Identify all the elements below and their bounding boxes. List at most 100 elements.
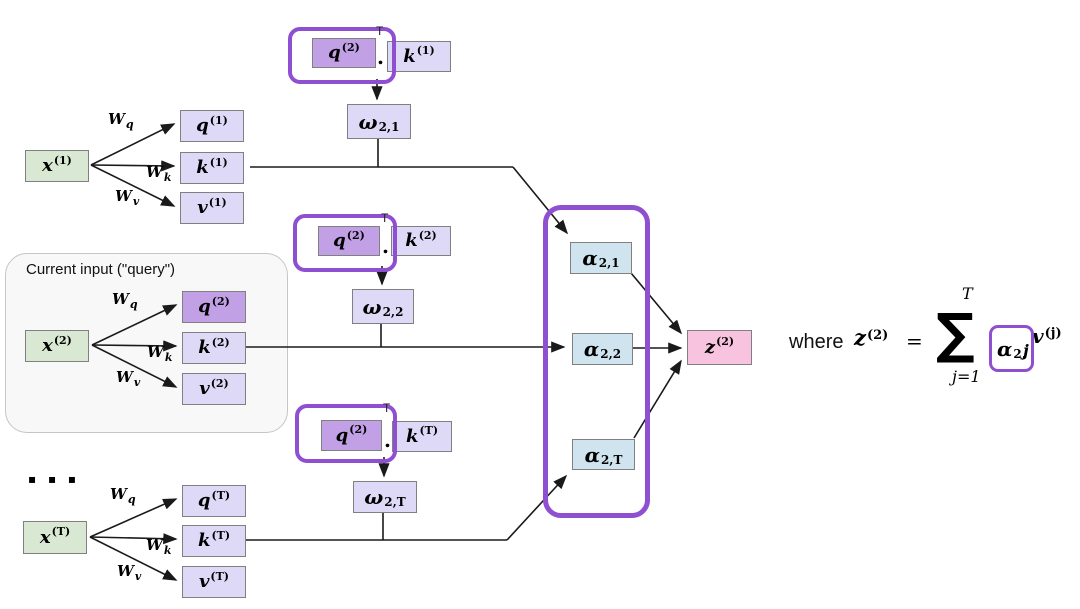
k2-sup: (2) (418, 228, 437, 242)
dp3-kT-box: k (T) (392, 421, 452, 452)
transpose-symbol: T (376, 24, 384, 38)
arrow-x1-q1 (90, 123, 176, 166)
q2-sup: (2) (346, 228, 365, 242)
alpha22-box: α 2,2 (572, 333, 633, 365)
dp3-q2-box: q (2) (321, 420, 382, 451)
wv-sub: v (134, 570, 142, 583)
wk-sub: k (163, 544, 172, 557)
arrow-x1-k1 (90, 160, 176, 172)
wq-base: W (108, 110, 125, 128)
omega2T-label: ω (364, 485, 384, 509)
k2-box: k (2) (182, 332, 246, 364)
alpha21-box: α 2,1 (570, 242, 632, 274)
q2-sup: (2) (341, 40, 360, 54)
wk-base: W (146, 536, 163, 554)
vT-label: v (198, 571, 210, 592)
wv-sub: v (132, 195, 140, 208)
weight-wk-label-row2: Wk (147, 345, 173, 364)
alpha22-sub: 2,2 (600, 347, 622, 361)
x2-sup: (2) (53, 333, 72, 347)
kT-sup: (T) (419, 424, 439, 437)
x1-box: x (1) (25, 150, 89, 182)
wk-sub: k (163, 171, 172, 184)
omega22-sub: 2,2 (382, 304, 404, 319)
vT-box: v (T) (182, 566, 246, 598)
omega22-box: ω 2,2 (352, 289, 414, 324)
formula-equals: = (906, 329, 923, 353)
dp2-k2-box: k (2) (391, 226, 451, 256)
transpose-symbol: T (383, 401, 391, 415)
arrow-x2-q2 (91, 304, 178, 346)
formula-v-sup: (j) (1044, 326, 1062, 341)
arrow-alpha2T-z (633, 359, 682, 439)
dp1-q2-box: q (2) (312, 38, 376, 68)
formula-sum: ∑ (936, 302, 975, 365)
kT-sup: (T) (211, 528, 231, 542)
k1-box: k (1) (180, 152, 244, 184)
v1-box: v (1) (180, 192, 244, 224)
dot-symbol: . (377, 45, 384, 69)
omega22-label: ω (362, 294, 382, 319)
weight-wq-label-row2: Wq (112, 290, 138, 311)
wv-sub: v (133, 376, 141, 389)
weight-wq-label-row1: Wq (108, 110, 134, 131)
current-input-label: Current input ("query") (26, 261, 176, 278)
formula-v-base: v (1032, 324, 1044, 348)
arrow-xT-vT (89, 536, 178, 581)
formula-v: v(j) (1032, 326, 1062, 346)
arrow-kT-alpha2T (506, 474, 568, 541)
formula-sum-lower: j=1 (952, 367, 981, 386)
formula-alpha-index: j (1023, 341, 1029, 360)
q1-label: q (196, 115, 209, 136)
weight-wv-label-row2: Wv (116, 370, 141, 389)
q1-box: q (1) (180, 110, 244, 142)
k2-label: k (198, 337, 211, 358)
q2-label: q (328, 42, 341, 63)
formula-where: where (789, 331, 844, 353)
arrow-alpha21-z (630, 272, 683, 335)
weight-wk-label-row1: Wk (146, 163, 172, 184)
x2-label: x (42, 335, 53, 356)
q2-label: q (333, 230, 346, 251)
xT-box: x (T) (23, 521, 87, 554)
wq-sub: q (129, 298, 138, 311)
formula-z-sup: (2) (866, 328, 889, 343)
wk-sub: k (164, 351, 173, 364)
kT-box: k (T) (182, 525, 246, 557)
kT-label: k (197, 530, 211, 551)
kT-label: k (405, 425, 419, 447)
weight-wq-label-rowT: Wq (110, 487, 136, 506)
z2-box: z (2) (687, 330, 752, 365)
k1-label: k (196, 157, 209, 178)
qT-label: q (197, 490, 211, 511)
arrow-x2-v2 (91, 344, 178, 388)
v2-label: v (199, 378, 210, 399)
wv-base: W (115, 187, 132, 205)
z2-sup: (2) (716, 335, 735, 348)
dp2-q2-box: q (2) (318, 226, 380, 256)
q2-label: q (335, 424, 349, 446)
formula-sum-upper: T (962, 284, 973, 303)
dp1-k1-box: k (1) (387, 41, 451, 72)
xT-sup: (T) (51, 525, 71, 538)
x1-label: x (42, 155, 53, 176)
ellipsis: ▪ ▪ ▪ (28, 472, 81, 486)
qT-box: q (T) (182, 485, 246, 517)
alpha22-label: α (583, 337, 600, 361)
v1-sup: (1) (208, 195, 227, 209)
omega21-label: ω (358, 109, 378, 134)
x1-sup: (1) (53, 153, 72, 167)
q2-sup: (2) (349, 423, 368, 436)
x2-box: x (2) (25, 330, 89, 362)
wk-base: W (146, 163, 163, 181)
formula-alpha-base: α (997, 336, 1013, 361)
arrow-xT-kT (89, 533, 178, 545)
omega2T-box: ω 2,T (353, 481, 417, 513)
weight-wv-label-row1: Wv (115, 187, 140, 208)
formula-alpha-highlight-box: α 2, (989, 325, 1034, 372)
z2-label: z (704, 336, 716, 358)
wq-base: W (112, 290, 129, 308)
k2-sup: (2) (211, 335, 230, 349)
